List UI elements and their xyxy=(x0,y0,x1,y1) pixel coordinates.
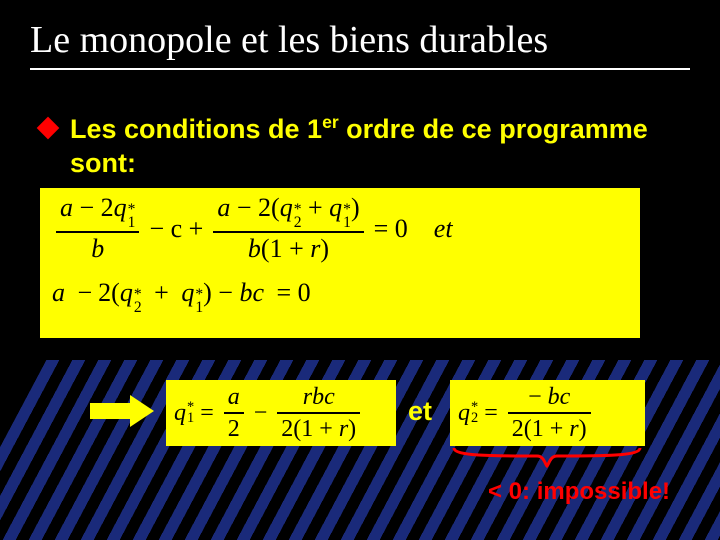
et-label: et xyxy=(408,396,432,427)
equation-block-q2: q*2 = − bc 2(1 + r) xyxy=(450,380,645,446)
equation-block-q1: q*1 = a 2 − rbc 2(1 + r) xyxy=(166,380,396,446)
impossible-label: < 0: impossible! xyxy=(488,478,670,506)
bullet-item: Les conditions de 1er ordre de ce progra… xyxy=(40,112,680,181)
page-title: Le monopole et les biens durables xyxy=(30,18,548,62)
title-underline xyxy=(30,68,690,70)
arrow-icon xyxy=(90,395,156,425)
bullet-text: Les conditions de 1er ordre de ce progra… xyxy=(70,112,680,181)
equation-block-foc: a − 2q*1 b − c + a − 2(q*2 + q*1) b(1 + … xyxy=(40,188,640,338)
brace-icon xyxy=(452,446,642,468)
diamond-bullet-icon xyxy=(37,117,60,140)
